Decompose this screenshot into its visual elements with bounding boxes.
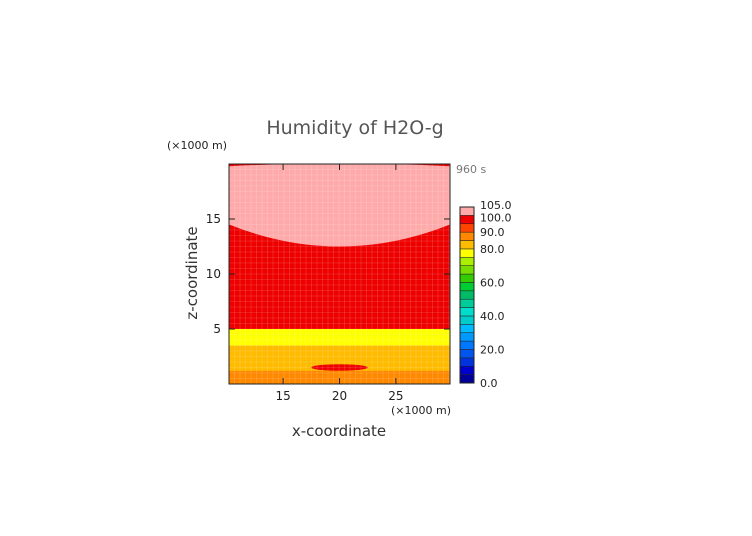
colorbar-label: 80.0 bbox=[480, 243, 505, 256]
colorbar-swatch bbox=[459, 324, 475, 333]
y-tick-label: 15 bbox=[206, 212, 221, 226]
colorbar-swatch bbox=[459, 315, 475, 325]
colorbar-label: 105.0 bbox=[480, 199, 512, 212]
colorbar-swatch bbox=[459, 206, 475, 216]
colorbar-swatch bbox=[459, 215, 475, 225]
y-axis: 5 10 15 bbox=[206, 212, 450, 336]
colorbar-swatch bbox=[459, 298, 475, 308]
colorbar-swatch bbox=[459, 332, 475, 342]
colorbar-swatch bbox=[459, 374, 475, 384]
y-unit-label: (×1000 m) bbox=[167, 139, 227, 152]
x-tick-label: 15 bbox=[275, 389, 290, 403]
colorbar-swatch bbox=[459, 290, 475, 300]
colorbar-swatch bbox=[459, 231, 475, 241]
x-unit-label: (×1000 m) bbox=[391, 404, 451, 417]
colorbar-swatch bbox=[459, 265, 475, 275]
colorbar-label: 0.0 bbox=[480, 377, 498, 390]
colorbar-swatch bbox=[459, 282, 475, 292]
colorbar-swatch bbox=[459, 307, 475, 317]
region-saturated-upper-zone bbox=[229, 164, 450, 247]
time-label: 960 s bbox=[456, 163, 486, 176]
grid-lines bbox=[229, 164, 450, 384]
colorbar-label: 20.0 bbox=[480, 343, 505, 356]
colorbar-label: 90.0 bbox=[480, 226, 505, 239]
y-axis-label: z-coordinate bbox=[183, 226, 201, 319]
x-axis: 15 20 25 bbox=[275, 164, 404, 403]
colorbar-frame bbox=[459, 206, 475, 384]
colorbar-swatch bbox=[459, 365, 475, 375]
region-surface-band bbox=[229, 370, 450, 384]
colorbar-swatch bbox=[459, 240, 475, 250]
colorbar-swatch bbox=[459, 223, 475, 233]
colorbar-label: 60.0 bbox=[480, 276, 505, 289]
x-tick-label: 25 bbox=[388, 389, 403, 403]
colorbar-swatch bbox=[459, 248, 475, 258]
x-tick-label: 20 bbox=[332, 389, 347, 403]
colorbar-swatch bbox=[459, 340, 475, 350]
humidity-field bbox=[229, 164, 450, 384]
colorbar-swatch bbox=[459, 257, 475, 266]
colorbar-swatch bbox=[459, 349, 475, 359]
colorbar-label: 100.0 bbox=[480, 211, 512, 224]
region-central-cell bbox=[311, 364, 368, 371]
region-transition-band bbox=[229, 329, 450, 346]
y-tick-label: 10 bbox=[206, 267, 221, 281]
colorbar-swatch bbox=[459, 357, 475, 367]
y-tick-label: 5 bbox=[213, 322, 221, 336]
chart-title: Humidity of H2O-g bbox=[266, 117, 443, 139]
colorbar-swatch bbox=[459, 273, 475, 283]
colorbar-label: 40.0 bbox=[480, 310, 505, 323]
x-axis-label: x-coordinate bbox=[292, 422, 386, 440]
